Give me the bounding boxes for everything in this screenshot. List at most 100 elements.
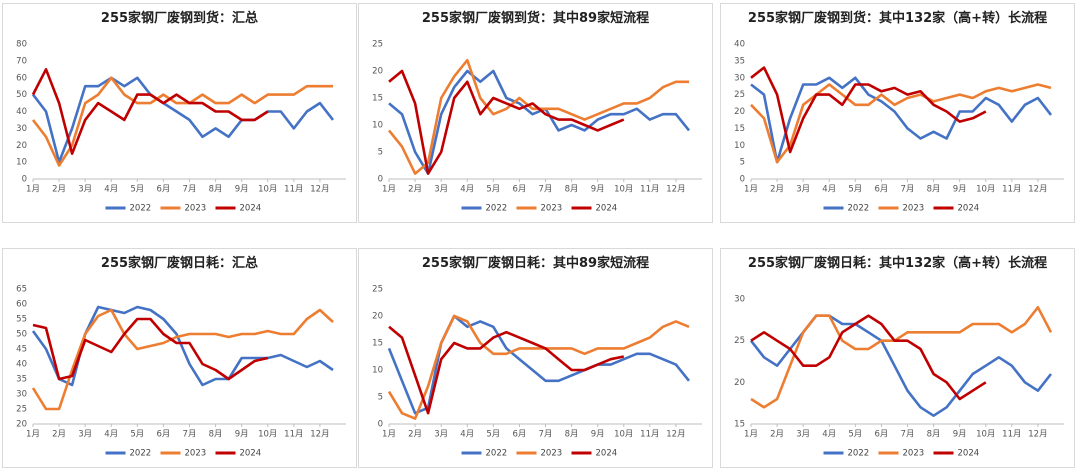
line-series xyxy=(31,68,269,155)
x-tick-label: 2月 xyxy=(52,430,66,440)
chart: 0 5 10 15 20 25 30 35 40 1月 2月 3月 4月 5月 6月 7月 8月 9月 10月 11月… xyxy=(734,40,1064,214)
x-tick-label: 12月 xyxy=(310,430,329,440)
x-tick-label: 8月 xyxy=(565,430,579,440)
x-tick-label: 5月 xyxy=(486,430,500,440)
y-tick-label: 65 xyxy=(16,285,27,295)
x-tick-label: 1月 xyxy=(382,430,396,440)
x-tick-label: 2月 xyxy=(770,185,784,195)
chart: 15 20 25 30 1月 2月 3月 4月 5月 6月 7月 8月 9月 10月 11月 12月 2022 2… xyxy=(734,295,1064,459)
chart-panel: 0 10 20 30 40 50 60 70 80 1月 2月 3月 4月 5月 6月 7月 8月 9月 10月 11… xyxy=(2,3,357,223)
y-tick-label: 20 xyxy=(372,312,383,322)
chart: 20 25 30 35 40 45 50 55 60 65 1月 2月 3月 4月 5月 6月 7月 8月 9月 10… xyxy=(16,285,346,459)
x-tick-label: 7月 xyxy=(901,185,915,195)
x-tick-label: 5月 xyxy=(848,185,862,195)
chart-panel: 0 5 10 15 20 25 1月 2月 3月 4月 5月 6月 7月 8月 9月 10月 11月 12月 202… xyxy=(358,3,713,223)
x-tick-label: 6月 xyxy=(874,430,888,440)
chart-panel: 0 5 10 15 20 25 30 35 40 1月 2月 3月 4月 5月 6月 7月 8月 9月 10月 11月… xyxy=(720,3,1075,223)
y-tick-label: 10 xyxy=(734,141,745,151)
y-tick-label: 30 xyxy=(16,124,27,134)
x-tick-label: 10月 xyxy=(258,185,277,195)
x-tick-label: 9月 xyxy=(235,430,249,440)
legend-label: 2024 xyxy=(596,204,618,214)
y-tick-label: 30 xyxy=(734,295,745,305)
chart: 0 10 20 30 40 50 60 70 80 1月 2月 3月 4月 5月 6月 7月 8月 9月 10月 11… xyxy=(16,40,346,214)
x-tick-label: 5月 xyxy=(130,185,144,195)
y-tick-label: 30 xyxy=(734,73,745,83)
y-tick-label: 25 xyxy=(372,285,383,295)
y-tick-label: 40 xyxy=(16,360,27,370)
chart-panel: 20 25 30 35 40 45 50 55 60 65 1月 2月 3月 4月 5月 6月 7月 8月 9月 10… xyxy=(2,248,357,468)
x-tick-label: 11月 xyxy=(1002,185,1021,195)
chart: 0 5 10 15 20 25 1月 2月 3月 4月 5月 6月 7月 8月 9月 10月 11月 12月 202… xyxy=(372,285,702,459)
x-tick-label: 8月 xyxy=(565,185,579,195)
y-tick-label: 40 xyxy=(16,107,27,117)
y-tick-label: 20 xyxy=(734,107,745,117)
line-series xyxy=(750,83,1052,164)
chart-title: 255家钢厂废钢日耗：其中89家短流程 xyxy=(421,256,650,271)
x-tick-label: 2月 xyxy=(408,185,422,195)
line-series xyxy=(749,314,1053,417)
x-tick-label: 1月 xyxy=(744,430,758,440)
y-tick-label: 0 xyxy=(378,175,383,185)
x-tick-label: 6月 xyxy=(512,185,526,195)
y-tick-label: 25 xyxy=(372,40,383,50)
y-tick-label: 5 xyxy=(378,393,383,403)
x-tick-label: 3月 xyxy=(78,185,92,195)
y-tick-label: 25 xyxy=(734,336,745,346)
x-tick-label: 12月 xyxy=(1028,185,1047,195)
y-tick-label: 15 xyxy=(734,124,745,134)
line-series xyxy=(388,69,691,175)
legend-label: 2024 xyxy=(240,449,262,459)
x-tick-label: 12月 xyxy=(666,185,685,195)
legend-label: 2022 xyxy=(130,449,152,459)
y-tick-label: 60 xyxy=(16,73,27,83)
chart: 0 5 10 15 20 25 1月 2月 3月 4月 5月 6月 7月 8月 9月 10月 11月 12月 202… xyxy=(372,40,702,214)
x-tick-label: 10月 xyxy=(976,185,995,195)
legend-label: 2023 xyxy=(541,204,563,214)
y-tick-label: 80 xyxy=(16,40,27,50)
y-tick-label: 20 xyxy=(16,420,27,430)
x-tick-label: 4月 xyxy=(104,430,118,440)
x-tick-label: 12月 xyxy=(1028,430,1047,440)
line-series xyxy=(31,76,333,167)
line-series xyxy=(750,306,1053,409)
x-tick-label: 4月 xyxy=(822,430,836,440)
legend-label: 2022 xyxy=(486,204,508,214)
x-tick-label: 5月 xyxy=(486,185,500,195)
y-tick-label: 10 xyxy=(372,121,383,131)
x-tick-label: 11月 xyxy=(1002,430,1021,440)
x-tick-label: 3月 xyxy=(434,185,448,195)
legend-label: 2022 xyxy=(130,204,152,214)
legend-label: 2023 xyxy=(903,449,925,459)
legend-label: 2023 xyxy=(541,449,563,459)
x-tick-label: 8月 xyxy=(927,185,941,195)
x-tick-label: 11月 xyxy=(640,430,659,440)
line-series xyxy=(32,317,269,381)
y-tick-label: 15 xyxy=(734,420,745,430)
y-tick-label: 50 xyxy=(16,90,27,100)
line-series xyxy=(750,314,987,401)
chart-panel: 15 20 25 30 1月 2月 3月 4月 5月 6月 7月 8月 9月 10月 11月 12月 2022 2… xyxy=(720,248,1075,468)
x-tick-label: 7月 xyxy=(183,430,197,440)
line-series xyxy=(388,69,625,175)
x-tick-label: 10月 xyxy=(976,430,995,440)
line-series xyxy=(387,314,690,420)
x-tick-label: 6月 xyxy=(512,430,526,440)
x-tick-label: 9月 xyxy=(591,185,605,195)
line-series xyxy=(31,305,334,387)
x-tick-label: 8月 xyxy=(209,430,223,440)
x-tick-label: 11月 xyxy=(284,430,303,440)
x-tick-label: 2月 xyxy=(408,430,422,440)
y-tick-label: 30 xyxy=(16,390,27,400)
x-tick-label: 6月 xyxy=(874,185,888,195)
legend-label: 2022 xyxy=(848,449,870,459)
y-tick-label: 20 xyxy=(16,141,27,151)
legend-label: 2024 xyxy=(596,449,618,459)
y-tick-label: 20 xyxy=(734,378,745,388)
y-tick-label: 15 xyxy=(372,94,383,104)
line-series xyxy=(31,308,334,411)
y-tick-label: 5 xyxy=(740,158,745,168)
y-tick-label: 50 xyxy=(16,330,27,340)
line-series xyxy=(750,66,987,154)
